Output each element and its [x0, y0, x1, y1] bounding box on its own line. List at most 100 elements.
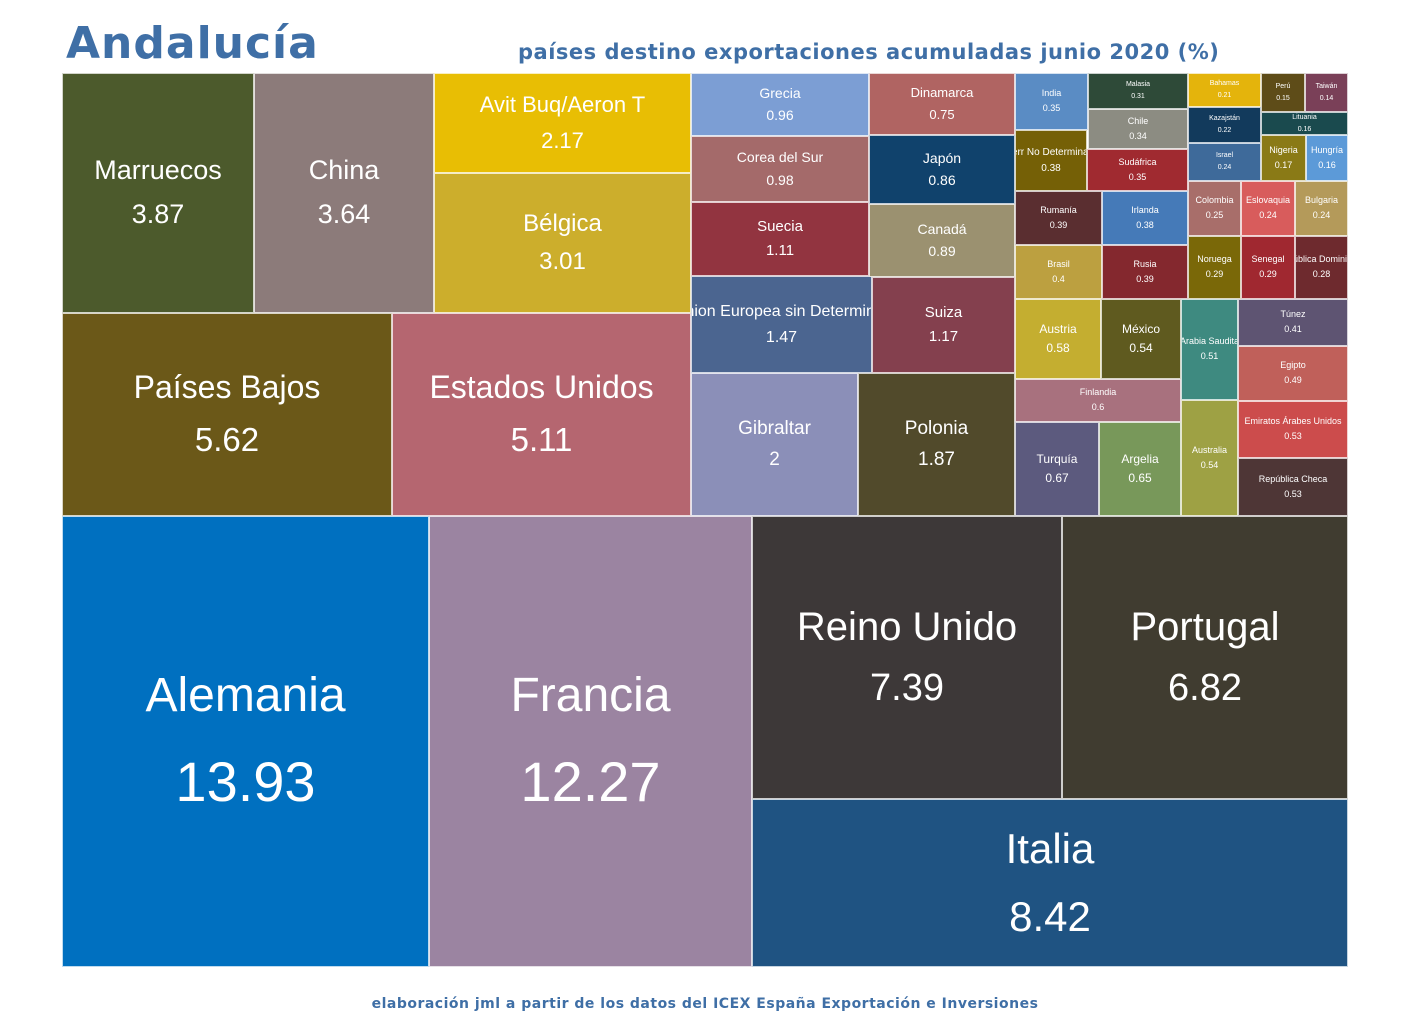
treemap-value: 0.39 — [1049, 219, 1068, 230]
chart-title: Andalucía — [66, 18, 319, 69]
treemap-value: 0.14 — [1319, 94, 1334, 102]
treemap-label: Japón — [922, 149, 962, 166]
treemap-cell-republica-dominicana: República Dominicana 0.28 — [1295, 236, 1348, 299]
treemap: Alemania 13.93 Francia 12.27 Italia 8.42 Reino… — [62, 73, 1348, 967]
treemap-value: 0.38 — [1136, 219, 1154, 230]
treemap-cell-eslovaquia: Eslovaquia 0.24 — [1241, 181, 1295, 236]
treemap-value: 0.25 — [1205, 210, 1224, 220]
treemap-cell-mexico: México 0.54 — [1101, 299, 1181, 379]
treemap-label: Lituania — [1292, 113, 1317, 121]
treemap-value: 0.15 — [1276, 94, 1290, 102]
treemap-label: Canadá — [917, 220, 967, 237]
treemap-label: Rusia — [1133, 258, 1157, 269]
treemap-label: Malasia — [1125, 81, 1151, 89]
treemap-label: Brasil — [1047, 258, 1070, 269]
chart-subtitle: países destino exportaciones acumuladas … — [518, 40, 1220, 64]
treemap-cell-japon: Japón 0.86 — [869, 135, 1015, 204]
treemap-value: 1.17 — [928, 328, 959, 345]
treemap-cell-argelia: Argelia 0.65 — [1099, 422, 1181, 516]
treemap-cell-lituania: Lituania 0.16 — [1261, 112, 1348, 135]
treemap-label: Colombia — [1195, 195, 1234, 206]
treemap-cell-arabia-saudita: Arabia Saudita 0.51 — [1181, 299, 1238, 400]
treemap-label: Avit Buq/Aeron T — [479, 92, 646, 118]
source-footer: elaboración jml a partir de los datos de… — [371, 996, 1039, 1012]
treemap-value: 2.17 — [541, 127, 584, 153]
treemap-cell-china: China 3.64 — [254, 73, 434, 313]
treemap-label: Finlandia — [1079, 387, 1117, 398]
treemap-value: 0.29 — [1259, 269, 1277, 279]
treemap-value: 0.58 — [1046, 341, 1070, 355]
treemap-cell-polonia: Polonia 1.87 — [858, 373, 1015, 516]
treemap-value: 1.87 — [918, 448, 955, 470]
treemap-cell-bahamas: Bahamas 0.21 — [1188, 73, 1261, 107]
treemap-value: 0.53 — [1284, 431, 1302, 441]
treemap-value: 0.4 — [1052, 273, 1065, 284]
treemap-value: 0.35 — [1128, 171, 1147, 182]
treemap-label: Dinamarca — [910, 85, 974, 101]
treemap-label: Senegal — [1251, 254, 1285, 265]
treemap-value: 5.62 — [194, 421, 260, 459]
treemap-label: Países-Terr No Determinados Terc. — [1016, 147, 1086, 158]
treemap-label: Marruecos — [94, 155, 222, 186]
treemap-value: 0.29 — [1205, 269, 1224, 279]
treemap-cell-union-europea-sin-determinar: Union Europea sin Determinar 1.47 — [691, 276, 872, 373]
treemap-cell-bulgaria: Bulgaria 0.24 — [1295, 181, 1348, 236]
treemap-label: Eslovaquia — [1245, 195, 1291, 206]
treemap-label: Arabia Saudita — [1181, 336, 1238, 347]
treemap-cell-portugal: Portugal 6.82 — [1062, 516, 1348, 799]
treemap-label: Sudáfrica — [1118, 156, 1157, 167]
treemap-value: 0.65 — [1128, 471, 1152, 485]
treemap-cell-reino-unido: Reino Unido 7.39 — [752, 516, 1062, 799]
treemap-cell-nigeria: Nigeria 0.17 — [1261, 135, 1306, 181]
treemap-label: Irlanda — [1131, 204, 1159, 215]
treemap-value: 0.17 — [1274, 159, 1293, 170]
treemap-value: 0.34 — [1129, 130, 1147, 141]
treemap-label: Bahamas — [1209, 80, 1240, 88]
treemap-label: Turquía — [1036, 451, 1078, 466]
treemap-cell-hungria: Hungría 0.16 — [1306, 135, 1348, 181]
treemap-label: Emiratos Árabes Unidos — [1244, 416, 1342, 427]
treemap-label: Suiza — [924, 303, 963, 321]
treemap-cell-italia: Italia 8.42 — [752, 799, 1348, 967]
treemap-label: Alemania — [145, 669, 346, 723]
treemap-cell-peru: Perú 0.15 — [1261, 73, 1305, 112]
treemap-value: 0.41 — [1284, 324, 1302, 334]
treemap-cell-marruecos: Marruecos 3.87 — [62, 73, 254, 313]
treemap-label: Kazajstán — [1209, 115, 1240, 123]
treemap-value: 0.98 — [766, 171, 794, 188]
treemap-value: 0.24 — [1259, 210, 1277, 220]
treemap-value: 13.93 — [175, 750, 316, 814]
treemap-value: 2 — [769, 448, 780, 470]
treemap-cell-finlandia: Finlandia 0.6 — [1015, 379, 1181, 422]
treemap-label: Suecia — [757, 217, 803, 235]
treemap-label: Portugal — [1130, 605, 1280, 650]
treemap-label: Perú — [1275, 82, 1291, 90]
treemap-cell-dinamarca: Dinamarca 0.75 — [869, 73, 1015, 135]
treemap-value: 3.64 — [317, 199, 371, 229]
treemap-cell-grecia: Grecia 0.96 — [691, 73, 869, 136]
treemap-value: 0.49 — [1284, 375, 1302, 385]
treemap-cell-suiza: Suiza 1.17 — [872, 277, 1015, 373]
treemap-label: Austria — [1039, 321, 1077, 336]
treemap-label: República Dominicana — [1296, 254, 1348, 265]
treemap-cell-francia: Francia 12.27 — [429, 516, 752, 967]
treemap-value: 0.51 — [1200, 351, 1219, 361]
treemap-label: Taiwán — [1315, 82, 1338, 90]
treemap-label: Túnez — [1280, 309, 1306, 320]
treemap-cell-israel: Israel 0.24 — [1188, 143, 1261, 181]
treemap-cell-austria: Austria 0.58 — [1015, 299, 1101, 379]
treemap-label: Grecia — [759, 84, 801, 101]
treemap-cell-noruega: Noruega 0.29 — [1188, 236, 1241, 299]
treemap-cell-rumania: Rumanía 0.39 — [1015, 191, 1102, 245]
treemap-label: Australia — [1191, 444, 1227, 455]
treemap-label: Egipto — [1280, 360, 1306, 371]
treemap-cell-corea-del-sur: Corea del Sur 0.98 — [691, 136, 869, 202]
treemap-cell-sudafrica: Sudáfrica 0.35 — [1087, 149, 1188, 191]
treemap-value: 0.35 — [1042, 103, 1061, 113]
treemap-value: 0.54 — [1129, 341, 1153, 355]
treemap-label: Chile — [1127, 115, 1149, 126]
treemap-label: Países Bajos — [133, 369, 321, 406]
treemap-cell-colombia: Colombia 0.25 — [1188, 181, 1241, 236]
treemap-value: 7.39 — [870, 667, 944, 710]
treemap-value: 12.27 — [520, 750, 661, 814]
